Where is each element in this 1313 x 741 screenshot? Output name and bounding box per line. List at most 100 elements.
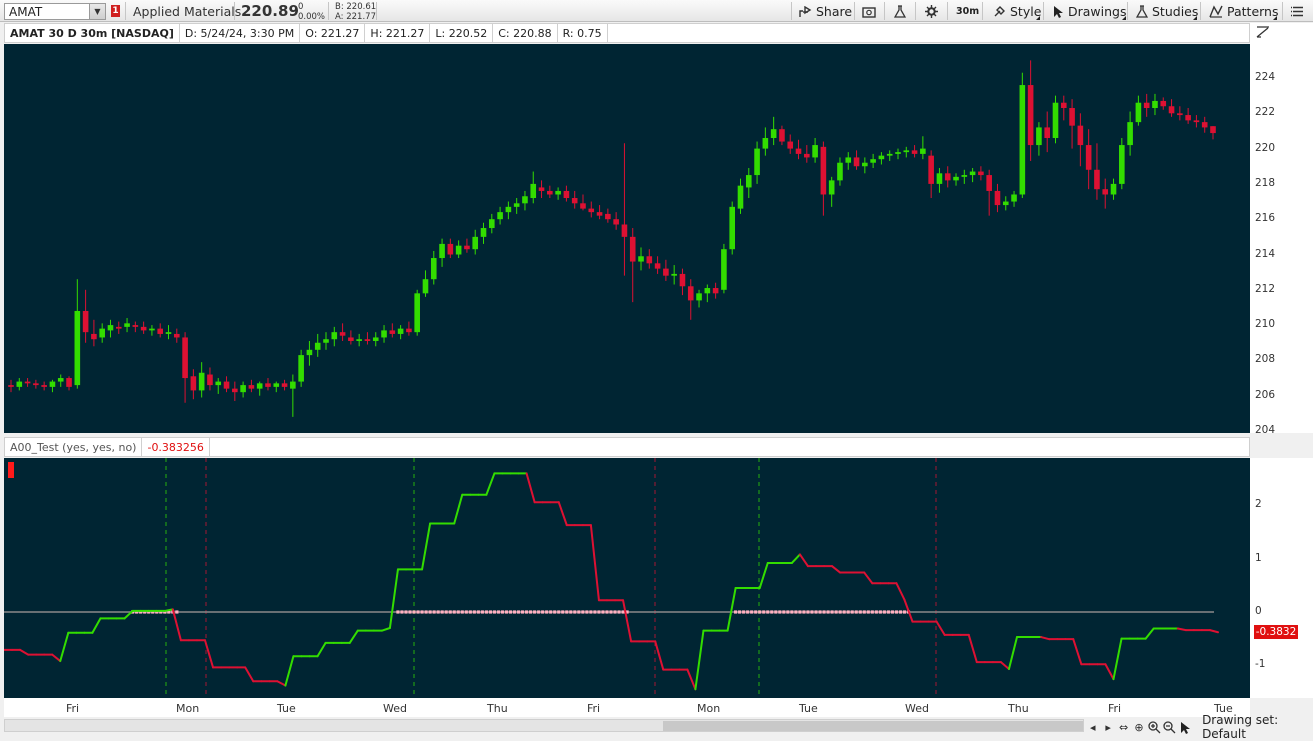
company-name: Applied Materials [133,4,242,19]
bid-price: B: 220.61 [335,2,377,12]
timeframe-button[interactable]: 30m [956,3,979,20]
zero-dot [163,610,167,614]
candle-body [828,180,835,195]
candle-body [978,171,984,176]
zoom-in-icon[interactable] [1148,720,1161,735]
study-line-segment [895,582,906,601]
time-axis[interactable]: Fri Mon Tue Wed Thu Fri Mon Tue Wed Thu Fri Tue [4,698,1250,717]
candle-body [348,337,354,341]
cursor-icon[interactable] [1179,720,1192,735]
candle-body [165,332,172,334]
candle-body [547,190,553,195]
scroll-left-icon[interactable]: ◂ [1089,720,1096,734]
zero-dot [798,610,802,614]
candle-body [290,381,296,389]
study-line-segment [421,522,432,571]
candle-body [845,157,852,163]
separator [947,2,948,20]
candle-body [455,245,462,255]
scrollbar-thumb[interactable] [663,721,1083,731]
candle-body [671,273,677,276]
zero-dot [870,610,874,614]
expand-horizontal-icon[interactable]: ⇔ [1118,720,1129,734]
candle-body [57,378,64,382]
price-chart-header: AMAT 30 D 30m [NASDAQ] D: 5/24/24, 3:30 … [4,23,1250,43]
zero-dot [742,610,746,614]
study-line-segment [525,472,536,504]
zero-dot [782,610,786,614]
symbol-link-badge[interactable]: 1 [111,5,120,17]
candle-body [1168,106,1175,114]
study-axis[interactable]: 2 1 0 -1 [1250,458,1313,698]
candlestick-chart[interactable] [4,44,1250,433]
style-button[interactable]: Style [993,3,1041,20]
study-panel[interactable] [3,458,1250,698]
studies-button[interactable]: Studies [1136,3,1198,20]
screenshot-button[interactable] [862,3,876,20]
chart-title[interactable]: AMAT 30 D 30m [NASDAQ] [5,24,180,42]
candle-body [1011,194,1017,202]
flask-button[interactable] [894,3,906,20]
candle-body [464,245,470,250]
candle-body [430,258,437,280]
candle-body [198,372,205,391]
zero-dot [529,610,533,614]
zero-dot [762,610,766,614]
bar-close: C: 220.88 [493,24,558,42]
study-line-segment [276,680,287,687]
zero-dot [866,610,870,614]
menu-button[interactable] [1291,3,1303,20]
candle-body [779,129,785,142]
price-chart-panel[interactable] [4,44,1250,433]
zero-dot [488,610,493,614]
zero-dot [444,610,448,614]
candle-body [447,243,454,255]
zoom-out-icon[interactable] [1163,720,1176,735]
candle-body [571,198,578,204]
candle-body [256,383,263,389]
candle-body [49,381,56,387]
crosshair-icon[interactable]: ⊕ [1134,720,1144,734]
drawings-button[interactable]: Drawings [1053,3,1127,20]
zero-dot [456,610,460,614]
drawing-set-label[interactable]: Drawing set: Default [1202,713,1279,741]
zero-dot [464,610,468,614]
zero-dot [605,610,609,614]
zero-dot [561,610,565,614]
study-name[interactable]: A00_Test (yes, yes, no) [5,438,143,456]
zero-dot [621,610,625,614]
price-axis[interactable]: 224 222 220 218 216 214 212 210 208 206 204 [1250,44,1313,436]
candle-body [422,279,429,294]
settings-button[interactable] [925,3,938,20]
candle-body [149,328,155,331]
horizontal-scrollbar[interactable] [4,719,1084,732]
symbol-dropdown-button[interactable]: ▼ [89,4,105,19]
patterns-button[interactable]: Patterns [1209,3,1278,20]
separator [1127,2,1128,20]
time-tick-label: Tue [277,702,296,715]
study-line-segment [1007,636,1019,671]
zero-dot [585,610,589,614]
scroll-right-icon[interactable]: ▸ [1105,720,1111,734]
study-line-segment [284,655,295,687]
candle-body [140,326,147,331]
candle-body [870,159,876,163]
symbol-input[interactable]: AMAT [4,3,106,20]
candle-body [8,385,14,387]
price-axis-scale-icon[interactable] [1256,25,1270,39]
zero-dot [428,610,432,614]
candle-body [1185,115,1191,121]
candle-body [124,323,130,327]
study-line-segment [171,608,182,642]
share-button[interactable]: Share [799,3,852,20]
zero-dot [557,610,561,614]
candle-body [969,171,976,176]
study-line-segment [1208,629,1219,634]
study-line-segment [1040,636,1051,641]
zero-dot [746,610,750,614]
study-line-chart[interactable] [3,458,1250,698]
candle-body [1052,102,1059,139]
zero-dot [175,610,179,614]
candle-body [961,175,968,177]
candle-body [190,376,197,391]
